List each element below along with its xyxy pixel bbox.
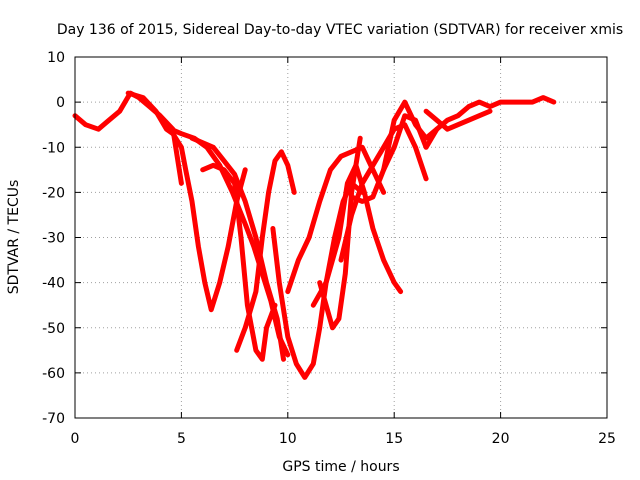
y-axis-label: SDTVAR / TECUs xyxy=(6,180,22,295)
series-line-sat-h xyxy=(285,144,387,295)
series-line-sat-n xyxy=(423,108,493,132)
series-line-sat-b xyxy=(125,90,248,313)
x-tick-label: 0 xyxy=(71,431,80,447)
series-line-sat-k xyxy=(338,122,429,263)
x-tick-label: 25 xyxy=(598,431,616,447)
y-tick-label: 0 xyxy=(56,95,65,111)
series-line-sat-i xyxy=(310,162,404,308)
y-tick-label: -60 xyxy=(42,366,65,382)
series-line-sat-e xyxy=(200,162,278,362)
series-line-sat-m xyxy=(381,95,557,173)
axis-ticks: 0 5 10 15 20 25 10 0 -10 -20 -30 -40 -50 -60 -70 xyxy=(42,50,616,447)
y-tick-label: -70 xyxy=(42,411,65,427)
x-tick-label: 10 xyxy=(279,431,297,447)
chart-title: Day 136 of 2015, Sidereal Day-to-day VTE… xyxy=(57,22,623,38)
series-line-sat-f xyxy=(234,149,297,353)
x-tick-label: 15 xyxy=(385,431,403,447)
y-tick-label: -10 xyxy=(42,140,65,156)
series-line-sat-a xyxy=(72,90,184,186)
y-tick-label: -40 xyxy=(42,276,65,292)
y-tick-label: 10 xyxy=(47,50,65,66)
series-group xyxy=(72,90,557,380)
y-tick-label: -50 xyxy=(42,321,65,337)
x-tick-label: 5 xyxy=(177,431,186,447)
y-tick-label: -30 xyxy=(42,231,65,247)
x-tick-label: 20 xyxy=(492,431,510,447)
plot-frame xyxy=(74,56,608,419)
x-axis-label: GPS time / hours xyxy=(282,459,399,475)
series-line-sat-j xyxy=(317,135,363,331)
y-tick-label: -20 xyxy=(42,185,65,201)
